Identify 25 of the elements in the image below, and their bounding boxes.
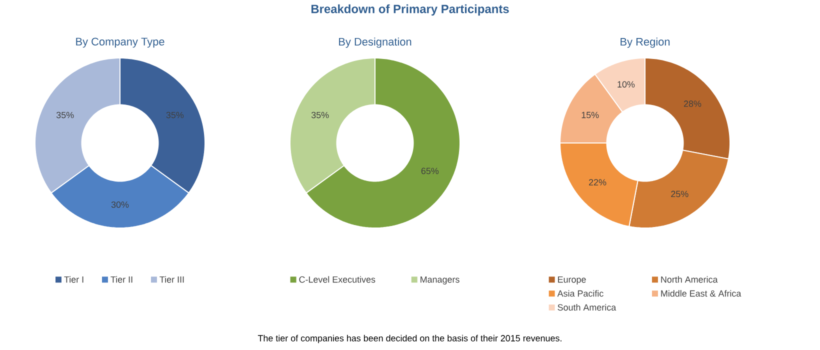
text: The tier of companies has been decided on the basis of their 2015 revenues. <box>258 334 562 344</box>
legend-label: Middle East & Africa <box>661 290 742 297</box>
chart-title: By Designation <box>339 38 412 48</box>
data-label: 65% <box>421 168 439 174</box>
data-label: 35% <box>166 112 184 118</box>
legend-label: C-Level Executives <box>299 276 376 283</box>
data-label: 15% <box>582 112 599 118</box>
legend-label: Managers <box>420 276 460 284</box>
chart-title: By Company Type <box>76 38 164 48</box>
data-label: 30% <box>111 201 129 208</box>
legend-label: Asia Pacific <box>557 290 604 297</box>
data-label: 10% <box>618 81 635 88</box>
data-label: 35% <box>56 112 74 118</box>
data-label: 28% <box>684 100 702 107</box>
data-label: 22% <box>589 179 606 186</box>
legend-label: Tier I <box>64 276 84 283</box>
legend-label: Europe <box>558 276 586 284</box>
data-label: 35% <box>311 112 329 118</box>
legend-label: Tier III <box>160 276 184 283</box>
data-label: 25% <box>671 190 688 198</box>
legend-label: Tier II <box>110 276 132 283</box>
legend-label: North America <box>661 276 718 283</box>
legend-label: South America <box>558 304 616 311</box>
chart-title: By Region <box>620 38 670 48</box>
text: Breakdown of Primary Participants <box>311 4 509 16</box>
